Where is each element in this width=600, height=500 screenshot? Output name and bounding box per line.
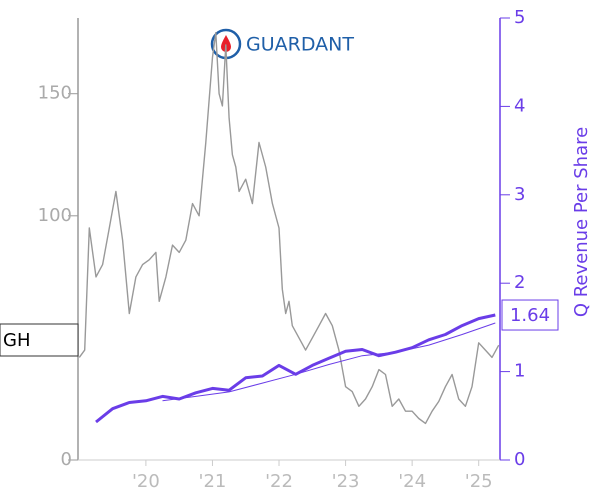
logo-text: GUARDANT [246, 34, 354, 56]
x-tick-label: '23 [332, 471, 360, 492]
x-tick-label: '20 [132, 471, 160, 492]
logo-drop [221, 35, 231, 52]
last-value-box [501, 299, 559, 331]
last-value-label: 1.64 [510, 305, 550, 326]
y2-tick-label: 5 [514, 7, 525, 28]
y2-tick-label: 4 [514, 95, 525, 116]
y2-axis-label: Q Revenue Per Share [571, 127, 592, 317]
ticker-label: GH [3, 330, 30, 351]
x-tick-label: '25 [465, 471, 493, 492]
y2-tick-label: 2 [514, 272, 525, 293]
series-line [78, 32, 500, 425]
ticker-box [0, 323, 79, 357]
y2-tick-label: 0 [514, 449, 525, 470]
y2-tick-label: 1 [514, 361, 525, 382]
x-tick-label: '21 [199, 471, 227, 492]
y-tick-label: 0 [61, 449, 72, 470]
series-line [162, 322, 496, 402]
y2-tick-label: 3 [514, 184, 525, 205]
y-tick-label: 150 [38, 83, 72, 104]
x-tick-label: '22 [265, 471, 293, 492]
logo: GUARDANT [210, 28, 354, 60]
x-tick-label: '24 [398, 471, 426, 492]
y-tick-label: 100 [38, 205, 72, 226]
